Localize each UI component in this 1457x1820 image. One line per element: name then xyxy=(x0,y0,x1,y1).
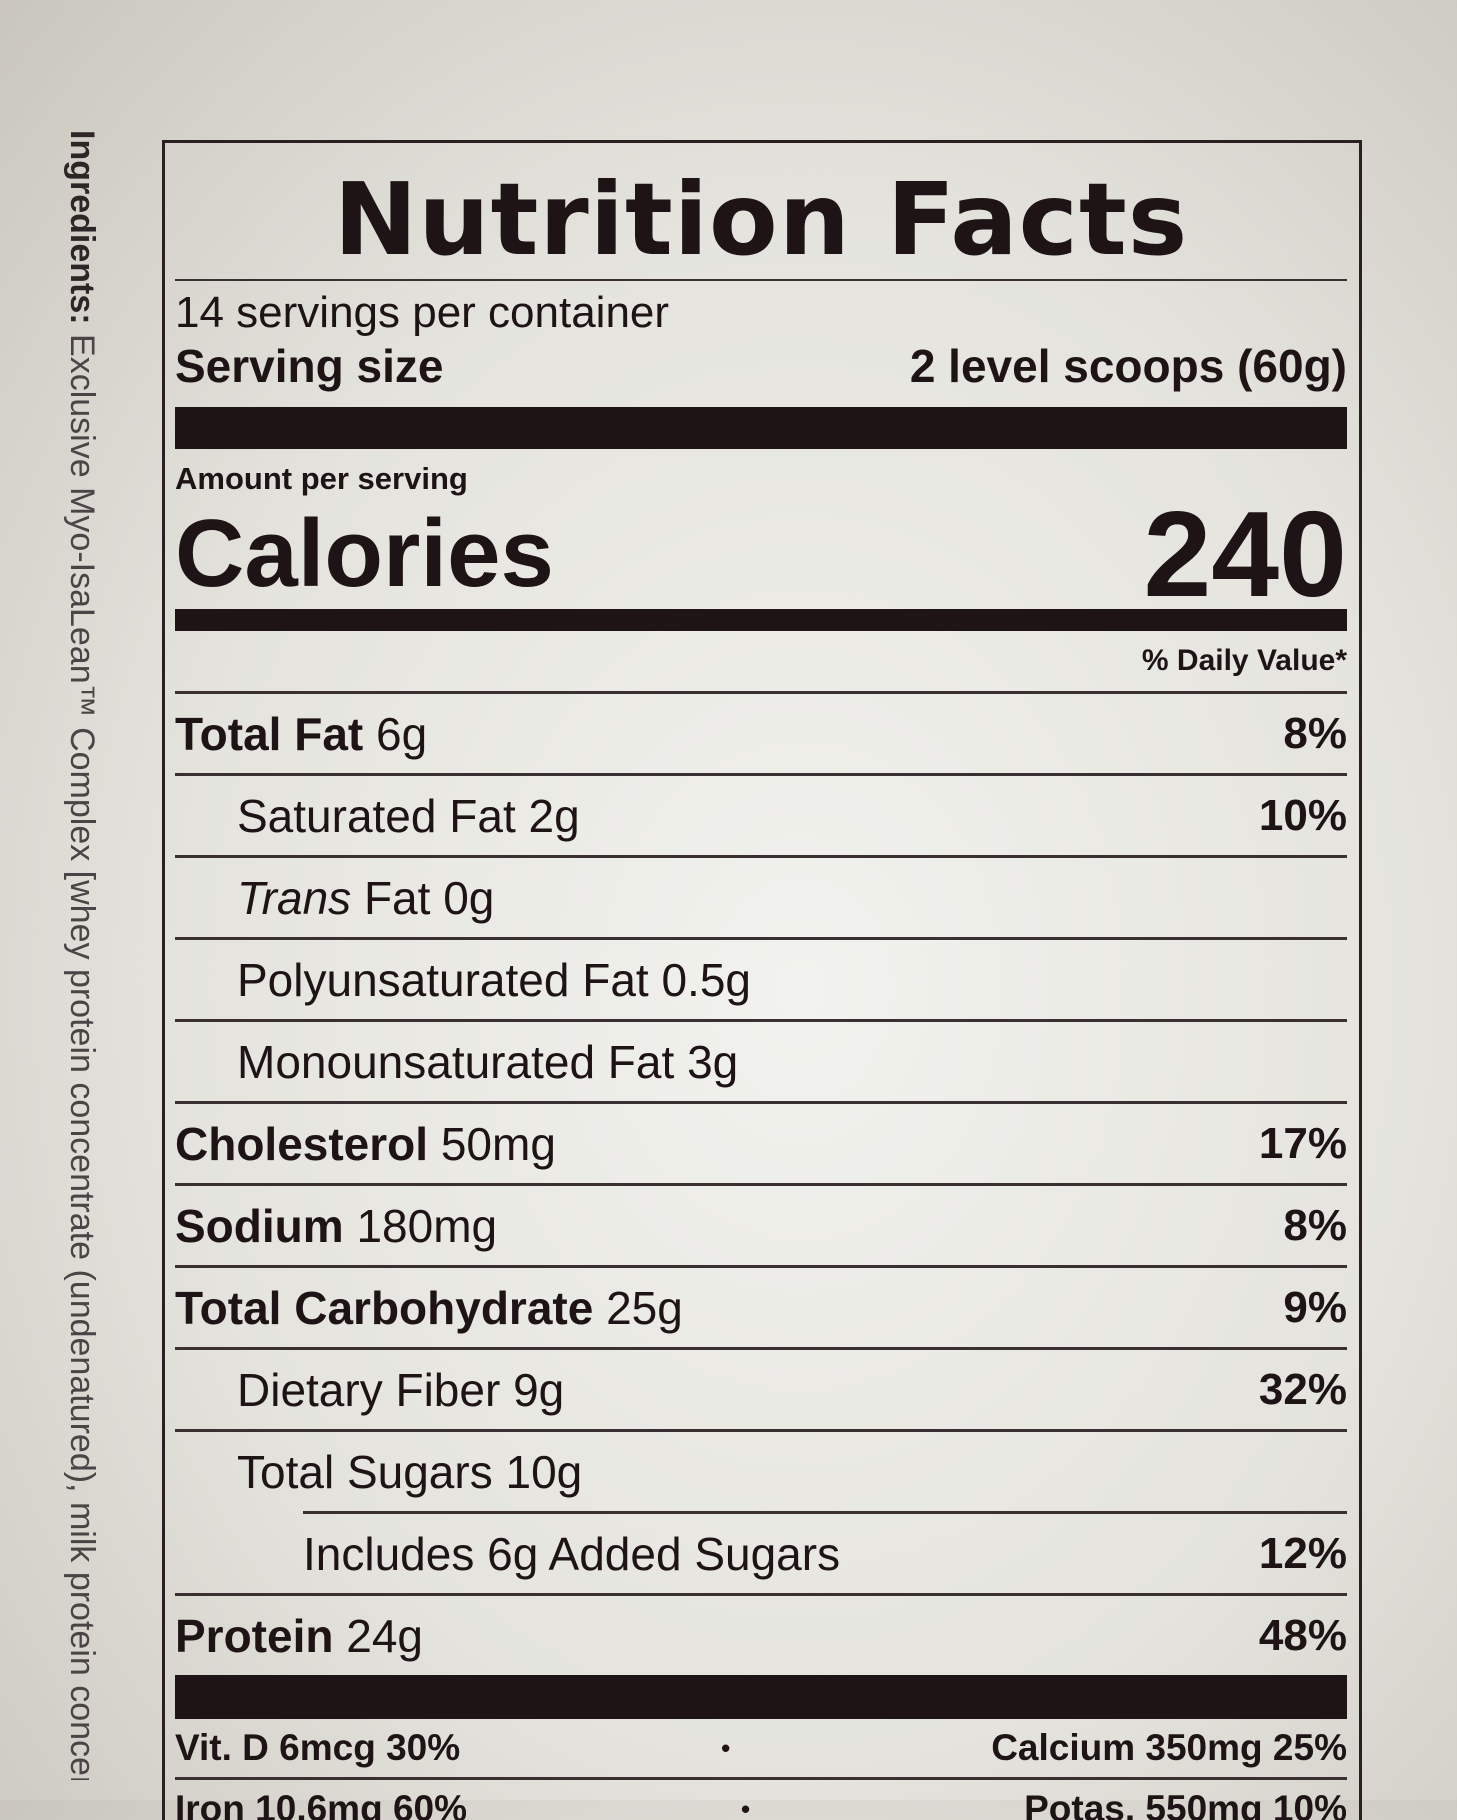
nutrient-daily-value: 48% xyxy=(1259,1611,1347,1661)
serving-size-row: Serving size 2 level scoops (60g) xyxy=(175,339,1347,393)
nutrient-row: Trans Fat 0g xyxy=(175,855,1347,937)
nutrient-name: Protein 24g xyxy=(175,1609,423,1663)
nutrient-row: Dietary Fiber 9g 32% xyxy=(175,1347,1347,1429)
ingredients-label: Ingredients: xyxy=(63,130,100,325)
nutrient-row: Includes 6g Added Sugars 12% xyxy=(303,1511,1347,1593)
calories-label: Calories xyxy=(175,499,554,609)
nutrient-amount: 25g xyxy=(606,1282,683,1334)
vitamin-right: Calcium 350mg 25% xyxy=(991,1727,1347,1769)
vitamin-right: Potas. 550mg 10% xyxy=(1024,1788,1347,1820)
nutrient-daily-value: 9% xyxy=(1283,1283,1347,1333)
nutrient-label: Cholesterol xyxy=(175,1118,428,1170)
nutrient-daily-value: 8% xyxy=(1283,1201,1347,1251)
servings-per-container: 14 servings per container xyxy=(175,287,1347,339)
nutrient-label: Trans xyxy=(237,872,351,924)
panel-title: Nutrition Facts xyxy=(175,161,1347,279)
nutrient-label: Total Carbohydrate xyxy=(175,1282,593,1334)
nutrition-facts-panel: Nutrition Facts 14 servings per containe… xyxy=(162,140,1362,1820)
nutrient-amount: 2g xyxy=(529,790,580,842)
nutrient-label: Protein xyxy=(175,1610,333,1662)
nutrient-label: Total Sugars xyxy=(237,1446,493,1498)
nutrient-amount: 0.5g xyxy=(661,954,751,1006)
nutrient-label: Dietary Fiber xyxy=(237,1364,500,1416)
nutrient-row: Sodium 180mg 8% xyxy=(175,1183,1347,1265)
vitamin-row: Vit. D 6mcg 30% • Calcium 350mg 25% xyxy=(175,1719,1347,1780)
serving-size-label: Serving size xyxy=(175,339,443,393)
nutrient-row: Total Sugars 10g xyxy=(175,1429,1347,1511)
ingredients-body: Exclusive Myo-IsaLean™ Complex [whey pro… xyxy=(63,334,100,1780)
nutrient-label: Includes 6g Added Sugars xyxy=(303,1528,840,1580)
ingredients-text: Ingredients: Exclusive Myo-IsaLean™ Comp… xyxy=(30,130,100,1780)
nutrient-name: Includes 6g Added Sugars xyxy=(303,1527,840,1581)
vitamin-left: Iron 10.6mg 60% xyxy=(175,1788,467,1820)
nutrient-row: Total Fat 6g 8% xyxy=(175,691,1347,773)
vitamin-left: Vit. D 6mcg 30% xyxy=(175,1727,460,1769)
bullet-separator: • xyxy=(721,1733,730,1764)
calories-value: 240 xyxy=(1143,499,1347,609)
nutrient-name: Dietary Fiber 9g xyxy=(237,1363,564,1417)
title-divider xyxy=(175,279,1347,281)
nutrient-name: Saturated Fat 2g xyxy=(237,789,580,843)
nutrient-amount: 50mg xyxy=(441,1118,556,1170)
nutrient-row: Saturated Fat 2g 10% xyxy=(175,773,1347,855)
nutrient-name: Total Carbohydrate 25g xyxy=(175,1281,683,1335)
nutrient-row: Protein 24g 48% xyxy=(175,1593,1347,1675)
nutrient-name: Sodium 180mg xyxy=(175,1199,497,1253)
nutrient-label: Sodium xyxy=(175,1200,344,1252)
nutrient-label-suffix: Fat xyxy=(351,872,430,924)
nutrient-daily-value: 10% xyxy=(1259,791,1347,841)
nutrient-amount: 180mg xyxy=(356,1200,497,1252)
nutrient-daily-value: 12% xyxy=(1259,1529,1347,1579)
nutrient-label: Polyunsaturated Fat xyxy=(237,954,649,1006)
nutrient-name: Cholesterol 50mg xyxy=(175,1117,556,1171)
nutrient-name: Total Fat 6g xyxy=(175,707,427,761)
calories-row: Calories 240 xyxy=(175,499,1347,609)
nutrient-amount: 6g xyxy=(376,708,427,760)
daily-value-header: % Daily Value* xyxy=(175,631,1347,691)
nutrient-label: Saturated Fat xyxy=(237,790,516,842)
nutrient-row: Cholesterol 50mg 17% xyxy=(175,1101,1347,1183)
nutrient-label: Monounsaturated Fat xyxy=(237,1036,674,1088)
nutrient-list: Total Fat 6g 8% Saturated Fat 2g 10% Trans F… xyxy=(175,691,1347,1675)
nutrient-name: Monounsaturated Fat 3g xyxy=(237,1035,738,1089)
nutrient-amount: 10g xyxy=(505,1446,582,1498)
nutrient-row: Total Carbohydrate 25g 9% xyxy=(175,1265,1347,1347)
thick-divider xyxy=(175,407,1347,449)
vitamin-row: Iron 10.6mg 60% • Potas. 550mg 10% xyxy=(175,1780,1347,1820)
bullet-separator: • xyxy=(741,1794,750,1820)
nutrient-name: Total Sugars 10g xyxy=(237,1445,582,1499)
nutrient-amount: 0g xyxy=(443,872,494,924)
nutrient-daily-value: 17% xyxy=(1259,1119,1347,1169)
vitamin-list: Vit. D 6mcg 30% • Calcium 350mg 25% Iron 10… xyxy=(175,1719,1347,1820)
serving-size-value: 2 level scoops (60g) xyxy=(910,339,1347,393)
protein-divider xyxy=(175,1675,1347,1719)
nutrient-daily-value: 8% xyxy=(1283,709,1347,759)
nutrient-row: Polyunsaturated Fat 0.5g xyxy=(175,937,1347,1019)
nutrient-row: Monounsaturated Fat 3g xyxy=(175,1019,1347,1101)
nutrient-amount: 9g xyxy=(513,1364,564,1416)
nutrient-label: Total Fat xyxy=(175,708,363,760)
nutrient-amount: 3g xyxy=(687,1036,738,1088)
nutrient-amount: 24g xyxy=(346,1610,423,1662)
nutrient-daily-value: 32% xyxy=(1259,1365,1347,1415)
nutrient-name: Polyunsaturated Fat 0.5g xyxy=(237,953,751,1007)
nutrient-name: Trans Fat 0g xyxy=(237,871,494,925)
